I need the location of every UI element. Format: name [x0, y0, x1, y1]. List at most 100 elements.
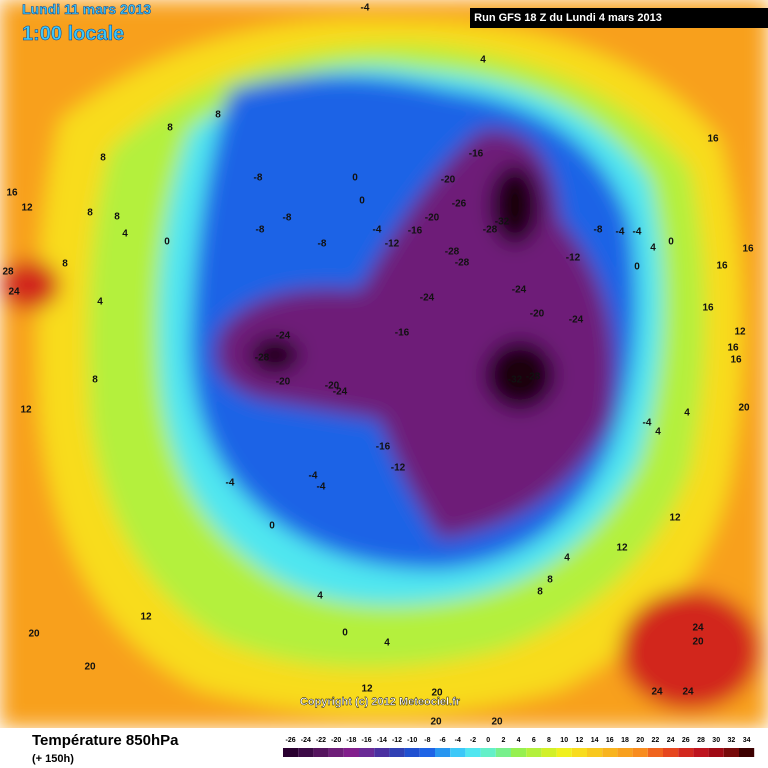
contour-label: -24 [569, 315, 584, 326]
contour-label: 20 [491, 717, 503, 728]
contour-label: 4 [317, 591, 323, 602]
scale-label: -14 [377, 737, 387, 744]
contour-label: 16 [702, 303, 714, 314]
contour-label: 8 [92, 375, 98, 386]
contour-label: 8 [215, 110, 221, 121]
contour-label: 16 [742, 244, 754, 255]
scale-swatch [617, 748, 633, 757]
scale-swatch [556, 748, 572, 757]
contour-label: -4 [633, 227, 642, 238]
scale-label: 22 [652, 737, 660, 744]
scale-label: 12 [576, 737, 584, 744]
scale-swatch [374, 748, 390, 757]
scale-label: 26 [682, 737, 690, 744]
contour-label: -16 [469, 149, 484, 160]
contour-label: 24 [692, 623, 704, 634]
contour-label: 0 [668, 237, 674, 248]
contour-label: 8 [87, 208, 93, 219]
contour-label: 24 [8, 287, 20, 298]
contour-label: -26 [452, 199, 467, 210]
contour-label: -8 [318, 239, 327, 250]
contour-label: -4 [309, 471, 318, 482]
contour-label: -28 [255, 353, 270, 364]
scale-swatch [541, 748, 557, 757]
contour-label: 12 [361, 684, 373, 695]
scale-label: -20 [331, 737, 341, 744]
scale-label: 16 [606, 737, 614, 744]
scale-swatch [495, 748, 511, 757]
scale-label: 10 [560, 737, 568, 744]
scale-label: -16 [362, 737, 372, 744]
contour-label: 28 [2, 267, 14, 278]
scale-label: 30 [712, 737, 720, 744]
scale-swatch [723, 748, 739, 757]
contour-label: -8 [594, 225, 603, 236]
scale-label: 24 [667, 737, 675, 744]
contour-label: -28 [526, 372, 541, 383]
scale-swatch [389, 748, 405, 757]
scale-label: 34 [743, 737, 751, 744]
contour-label: 4 [97, 297, 103, 308]
scale-swatch [283, 748, 299, 757]
contour-label: -20 [530, 309, 545, 320]
scale-swatch [739, 748, 755, 757]
contour-label: 16 [730, 355, 742, 366]
contour-label: -4 [317, 482, 326, 493]
scale-label: -4 [455, 737, 461, 744]
scale-label: 4 [517, 737, 521, 744]
scale-label: 20 [636, 737, 644, 744]
scale-swatch [313, 748, 329, 757]
lead-time: (+ 150h) [32, 753, 74, 765]
contour-label: 20 [738, 403, 750, 414]
scale-swatch [511, 748, 527, 757]
scale-swatch [404, 748, 420, 757]
scale-swatch [632, 748, 648, 757]
local-time: 1:00 locale [22, 23, 124, 45]
contour-label: 16 [707, 134, 719, 145]
copyright: Copyright (c) 2012 Meteociel.fr [300, 696, 461, 708]
contour-label: 16 [6, 188, 18, 199]
contour-label: 12 [21, 203, 33, 214]
contour-label: 20 [692, 637, 704, 648]
contour-label: -24 [276, 331, 291, 342]
scale-label: 0 [486, 737, 490, 744]
scale-swatch [359, 748, 375, 757]
contour-label: -32 [495, 217, 510, 228]
scale-swatch [480, 748, 496, 757]
contour-label: -4 [643, 418, 652, 429]
scale-swatch [435, 748, 451, 757]
contour-label: 16 [716, 261, 728, 272]
contour-label: 4 [650, 243, 656, 254]
contour-label: 8 [100, 153, 106, 164]
contour-label: 12 [20, 405, 32, 416]
contour-label: -32 [508, 375, 523, 386]
contour-label: -4 [361, 3, 370, 14]
contour-label: 0 [269, 521, 275, 532]
scale-label: -2 [470, 737, 476, 744]
scale-swatch [708, 748, 724, 757]
contour-label: -8 [256, 225, 265, 236]
contour-label: 12 [669, 513, 681, 524]
contour-label: -16 [408, 226, 423, 237]
contour-label: -20 [425, 213, 440, 224]
contour-label: 4 [684, 408, 690, 419]
contour-label: 24 [651, 687, 663, 698]
contour-label: -20 [276, 377, 291, 388]
run-title: Run GFS 18 Z du Lundi 4 mars 2013 [474, 12, 662, 24]
contour-label: 4 [480, 55, 486, 66]
scale-swatch [663, 748, 679, 757]
scale-label: -26 [286, 737, 296, 744]
contour-label: 8 [547, 575, 553, 586]
temperature-field [0, 0, 768, 728]
contour-label: -28 [455, 258, 470, 269]
contour-label: 8 [62, 259, 68, 270]
contour-label: 20 [84, 662, 96, 673]
scale-swatch [526, 748, 542, 757]
contour-label: -28 [445, 247, 460, 258]
contour-label: 8 [167, 123, 173, 134]
scale-swatch [298, 748, 314, 757]
contour-label: 20 [28, 629, 40, 640]
scale-swatch [693, 748, 709, 757]
scale-label: -22 [316, 737, 326, 744]
